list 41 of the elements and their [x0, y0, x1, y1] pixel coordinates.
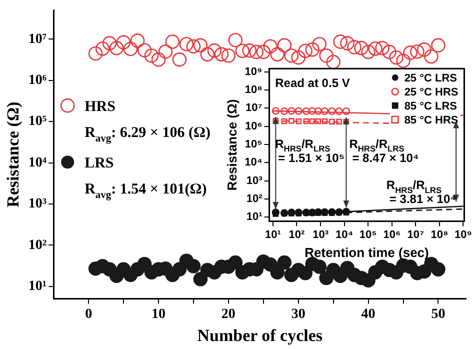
legend-label: 85 °C LRS: [404, 100, 458, 113]
legend-label: 25 °C LRS: [404, 72, 458, 85]
legend-label: HRS: [84, 98, 116, 115]
y-tick-label: 10¹: [28, 279, 47, 294]
y-tick-label: 10⁷: [28, 32, 47, 47]
x-tick-label: 30: [291, 306, 306, 322]
x-tick-label: 10⁶: [383, 228, 401, 241]
x-tick-label: 40: [361, 306, 376, 322]
x-tick-label: 10⁵: [359, 228, 377, 241]
x-tick-label: 10³: [312, 228, 329, 241]
x-tick-label: 10⁷: [407, 228, 425, 241]
y-tick-label: 10¹: [246, 211, 263, 224]
x-tick-label: 10⁸: [430, 228, 448, 241]
x-axis-title: Number of cycles: [197, 326, 323, 346]
x-axis-title: Retention time (sec): [304, 244, 429, 260]
x-tick-label: 10²: [288, 228, 306, 241]
annotation: Read at 0.5 V: [275, 76, 350, 90]
legend-label: 25 °C HRS: [404, 86, 458, 99]
y-axis-title: Resistance (Ω): [224, 99, 240, 191]
x-tick-label: 10⁴: [335, 228, 354, 241]
y-tick-label: 10⁴: [28, 155, 48, 170]
y-tick-label: 10⁶: [244, 120, 262, 132]
y-tick-label: 10³: [246, 174, 263, 187]
x-tick-label: 50: [431, 306, 446, 322]
y-tick-label: 10⁸: [244, 84, 262, 96]
y-tick-label: 10⁹: [244, 66, 262, 78]
y-tick-label: 10⁴: [244, 156, 262, 169]
x-tick-label: 10⁹: [454, 228, 472, 241]
y-tick-label: 10⁷: [245, 102, 263, 114]
x-tick-label: 0: [85, 306, 92, 322]
y-tick-label: 10⁵: [244, 138, 262, 151]
y-axis-title: Resistance (Ω): [4, 102, 23, 208]
legend-label: 85 °C HRS: [404, 114, 458, 127]
x-tick-label: 10¹: [265, 228, 282, 241]
y-tick-label: 10⁵: [28, 114, 47, 130]
legend-label: LRS: [84, 155, 114, 172]
x-tick-label: 20: [221, 306, 236, 322]
y-tick-label: 10³: [28, 196, 47, 212]
y-tick-label: 10⁶: [28, 73, 47, 88]
x-tick-label: 10: [151, 306, 166, 322]
y-tick-label: 10²: [246, 193, 263, 206]
